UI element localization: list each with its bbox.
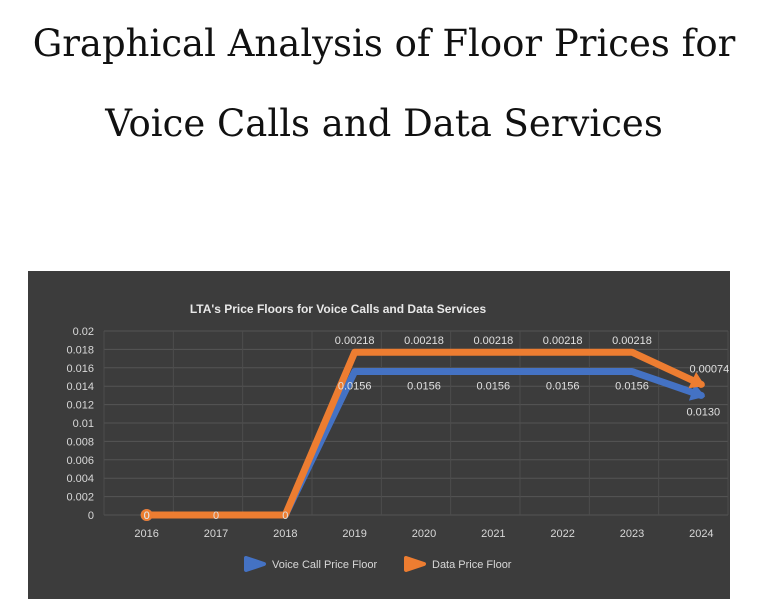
data-label: 0 xyxy=(213,510,219,522)
y-tick-label: 0.018 xyxy=(66,344,94,356)
data-label: 0 xyxy=(144,510,150,522)
page-heading-line-1: Graphical Analysis of Floor Prices for xyxy=(32,22,736,65)
data-label: 0.0156 xyxy=(615,380,649,392)
page-heading-line-2: Voice Calls and Data Services xyxy=(105,102,663,145)
y-tick-label: 0.008 xyxy=(66,436,94,448)
y-tick-label: 0.016 xyxy=(66,363,94,375)
series-start-marker xyxy=(140,509,153,521)
x-tick-label: 2018 xyxy=(273,528,297,540)
line-chart: LTA's Price Floors for Voice Calls and D… xyxy=(66,302,729,572)
y-tick-label: 0.006 xyxy=(66,455,94,467)
chart-title: LTA's Price Floors for Voice Calls and D… xyxy=(190,302,487,316)
x-tick-label: 2017 xyxy=(204,528,228,540)
legend-entry: Data Price Floor xyxy=(432,559,512,571)
legend-swatch xyxy=(404,556,426,572)
x-tick-label: 2019 xyxy=(342,528,366,540)
data-label: 0.00218 xyxy=(404,335,444,347)
data-label: 0 xyxy=(282,510,288,522)
data-label: 0.00218 xyxy=(543,335,583,347)
series-end-marker-data xyxy=(688,371,705,389)
series-line-data xyxy=(143,348,705,519)
x-tick-label: 2022 xyxy=(550,528,574,540)
x-tick-label: 2021 xyxy=(481,528,505,540)
data-label: 0.0156 xyxy=(546,380,580,392)
data-label: 0.0130 xyxy=(687,406,721,418)
y-tick-label: 0.014 xyxy=(66,381,94,393)
legend-entry: Voice Call Price Floor xyxy=(272,559,377,571)
data-label: 0 xyxy=(144,510,150,522)
y-tick-label: 0.02 xyxy=(73,326,94,338)
x-tick-label: 2023 xyxy=(620,528,644,540)
series-end-marker-voice xyxy=(688,383,706,401)
data-label: 0.00218 xyxy=(612,335,652,347)
y-tick-label: 0.002 xyxy=(66,492,94,504)
x-tick-label: 2020 xyxy=(412,528,436,540)
legend-swatch xyxy=(244,556,266,572)
data-label: 0.0156 xyxy=(338,380,372,392)
x-tick-label: 2016 xyxy=(134,528,158,540)
data-label: 0.00218 xyxy=(473,335,513,347)
chart-panel: LTA's Price Floors for Voice Calls and D… xyxy=(28,271,730,599)
data-label: 0.00218 xyxy=(335,335,375,347)
data-label: 0.00074 xyxy=(689,363,729,375)
y-tick-label: 0.012 xyxy=(66,400,94,412)
y-tick-label: 0.01 xyxy=(73,418,94,430)
y-tick-label: 0 xyxy=(88,510,94,522)
series-line-voice xyxy=(143,368,705,519)
x-tick-label: 2024 xyxy=(689,528,713,540)
data-label: 0.0156 xyxy=(407,380,441,392)
data-label: 0.0156 xyxy=(477,380,511,392)
y-tick-label: 0.004 xyxy=(66,473,94,485)
